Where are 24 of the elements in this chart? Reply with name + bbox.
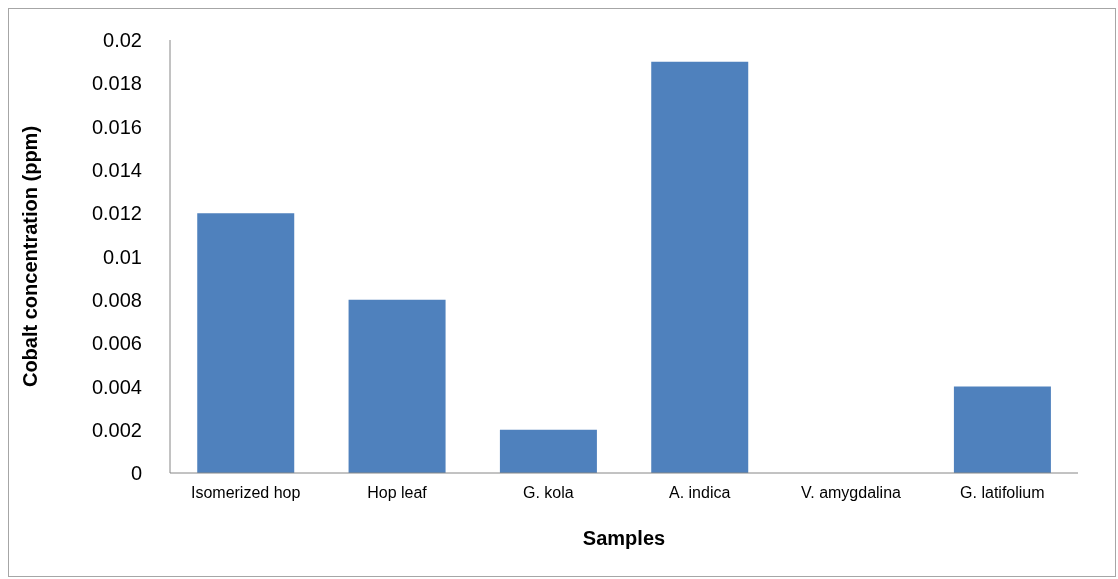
bar xyxy=(953,386,1051,473)
y-tick-label: 0.016 xyxy=(91,115,142,138)
y-axis-title: Cobalt concentration (ppm) xyxy=(19,125,42,388)
x-tick-label: Hop leaf xyxy=(367,484,428,502)
y-tick-label: 0.01 xyxy=(103,245,142,268)
y-tick-label: 0.012 xyxy=(91,202,142,225)
bar xyxy=(499,429,597,473)
y-tick-label: 0.002 xyxy=(91,418,142,441)
bar xyxy=(197,213,295,473)
y-tick-label: 0.006 xyxy=(91,332,142,355)
x-tick-label: G. kola xyxy=(522,484,574,502)
bar xyxy=(651,61,749,473)
y-tick-label: 0.008 xyxy=(91,288,142,311)
y-tick-label: 0.018 xyxy=(91,72,142,95)
y-tick-label: 0 xyxy=(130,462,142,485)
x-tick-label: G. latifolium xyxy=(960,484,1045,502)
x-axis-title: Samples xyxy=(582,527,666,549)
y-tick-label: 0.02 xyxy=(103,29,142,52)
y-tick-label: 0.014 xyxy=(91,159,142,181)
x-tick-label: A. indica xyxy=(668,484,731,502)
bar xyxy=(348,299,446,473)
x-tick-label: V. amygdalina xyxy=(801,484,902,502)
x-tick-label: Isomerized hop xyxy=(190,484,301,502)
y-tick-label: 0.004 xyxy=(91,375,142,398)
